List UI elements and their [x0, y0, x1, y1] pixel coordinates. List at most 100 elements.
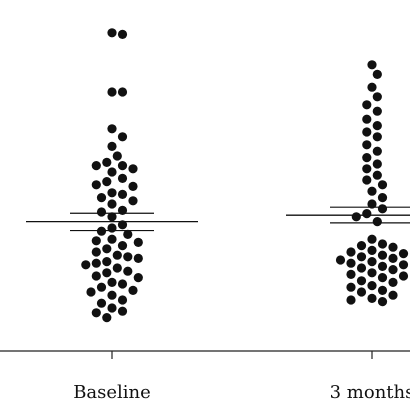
data-point: [367, 60, 377, 70]
data-point: [367, 293, 377, 303]
data-point: [367, 234, 377, 244]
data-point: [128, 164, 138, 174]
data-point: [128, 196, 138, 206]
data-point: [351, 212, 361, 222]
data-point: [356, 252, 367, 262]
data-point: [346, 282, 356, 292]
data-point: [107, 212, 117, 222]
data-point: [377, 273, 388, 283]
data-point: [102, 313, 112, 323]
data-point: [377, 193, 388, 203]
data-point: [388, 242, 398, 252]
data-point: [362, 153, 372, 163]
group-0: [26, 28, 198, 323]
data-point: [107, 277, 117, 287]
data-point: [133, 273, 143, 283]
x-axis-ticks: [111, 351, 373, 359]
data-point: [372, 170, 382, 180]
data-point: [117, 161, 128, 171]
data-point: [346, 258, 356, 268]
data-point: [96, 207, 107, 217]
data-point: [362, 127, 372, 137]
data-point: [335, 255, 346, 265]
data-point: [107, 167, 117, 177]
x-tick-label-3-months: 3 months: [330, 382, 410, 403]
data-point: [117, 87, 128, 97]
data-point: [112, 250, 122, 260]
data-point: [372, 69, 382, 79]
data-point: [346, 247, 356, 257]
data-point: [86, 287, 96, 297]
data-point: [91, 258, 101, 268]
data-point: [117, 29, 128, 39]
data-point: [102, 244, 112, 254]
data-point: [346, 269, 356, 279]
data-point: [356, 241, 367, 251]
data-point: [388, 277, 398, 287]
data-point: [372, 132, 382, 142]
data-point: [107, 223, 117, 233]
data-point: [128, 181, 138, 191]
data-point: [377, 239, 388, 249]
data-point: [117, 295, 128, 305]
data-point: [362, 114, 372, 124]
data-point: [117, 205, 128, 215]
data-point: [362, 164, 372, 174]
data-point: [107, 87, 117, 97]
data-point: [96, 298, 107, 308]
data-point: [107, 141, 117, 151]
data-point: [128, 285, 138, 295]
data-point: [372, 159, 382, 169]
data-point: [398, 249, 409, 259]
data-point: [91, 247, 101, 257]
data-point: [107, 28, 117, 38]
data-point: [377, 261, 388, 271]
data-point: [346, 295, 356, 305]
data-point: [107, 290, 117, 300]
data-point: [117, 220, 128, 230]
data-point: [398, 260, 409, 270]
data-point: [96, 193, 107, 203]
x-tick-label-baseline: Baseline: [73, 382, 151, 403]
data-point: [107, 199, 117, 209]
data-point: [356, 276, 367, 286]
data-point: [362, 140, 372, 150]
data-point: [91, 236, 101, 246]
data-point: [356, 287, 367, 297]
data-point: [372, 146, 382, 156]
data-point: [91, 161, 101, 171]
data-point: [117, 241, 128, 251]
data-point: [102, 268, 112, 278]
data-point: [398, 271, 409, 281]
data-point: [117, 189, 128, 199]
data-point: [377, 180, 388, 190]
data-point: [372, 106, 382, 116]
data-point: [367, 199, 377, 209]
data-point: [367, 186, 377, 196]
data-point: [133, 237, 143, 247]
data-point: [102, 257, 112, 267]
data-point: [133, 253, 143, 263]
data-point: [377, 285, 388, 295]
data-point: [102, 157, 112, 167]
data-point: [362, 100, 372, 110]
data-point: [377, 250, 388, 260]
data-point: [372, 121, 382, 131]
data-point: [91, 180, 101, 190]
group-1: [286, 60, 410, 307]
data-point: [388, 253, 398, 263]
data-point: [372, 92, 382, 102]
data-point: [367, 281, 377, 291]
data-point: [91, 308, 101, 318]
data-point: [362, 175, 372, 185]
data-point: [107, 124, 117, 134]
data-point: [367, 82, 377, 92]
data-point: [117, 306, 128, 316]
data-point: [367, 268, 377, 278]
data-point: [367, 245, 377, 255]
data-point: [388, 290, 398, 300]
data-point: [372, 217, 382, 227]
data-point: [96, 226, 107, 236]
data-point: [123, 252, 133, 262]
